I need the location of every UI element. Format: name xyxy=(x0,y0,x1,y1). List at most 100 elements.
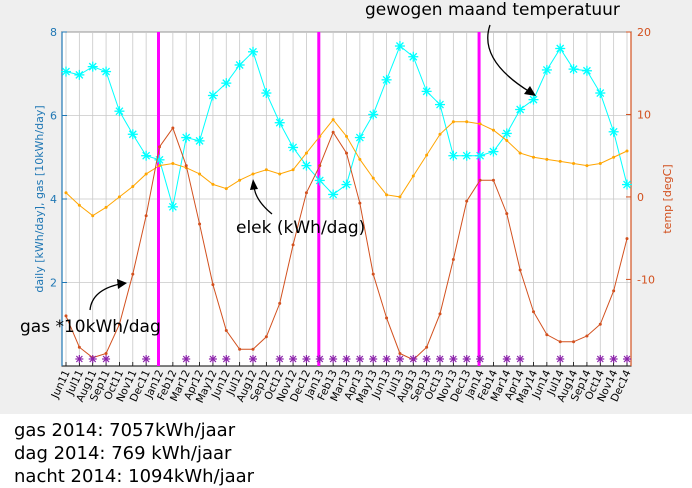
purple-marker-stroke xyxy=(369,355,377,363)
temperature-point xyxy=(488,146,499,157)
temperature-point xyxy=(461,150,472,161)
purple-marker-stroke xyxy=(610,355,618,363)
temperature-point-stroke xyxy=(75,70,84,79)
right-tick-label: 0 xyxy=(637,191,644,204)
elek-point xyxy=(211,182,215,186)
temperature-point xyxy=(328,189,339,200)
elek-point xyxy=(518,151,522,155)
temperature-point xyxy=(274,117,285,128)
purple-marker xyxy=(102,355,111,363)
temperature-point-stroke xyxy=(128,130,137,139)
purple-marker-stroke xyxy=(436,355,444,363)
elek-point xyxy=(465,120,469,124)
elek-point xyxy=(451,120,455,124)
temperature-point xyxy=(221,78,232,89)
left-axis-label: daily [kWh/day], gas [10kWh/day] xyxy=(33,105,46,292)
gas-point xyxy=(518,268,522,272)
elek-point xyxy=(131,184,135,188)
temperature-point xyxy=(448,150,459,161)
gas-point xyxy=(238,347,242,351)
purple-marker-stroke xyxy=(209,355,217,363)
gas-point xyxy=(131,272,135,276)
elek-point xyxy=(104,205,108,209)
elek-point xyxy=(158,164,161,168)
elek-point xyxy=(291,168,295,172)
temperature-point-stroke xyxy=(102,67,111,76)
temperature-point xyxy=(87,61,98,72)
purple-marker-stroke xyxy=(516,355,524,363)
elek-point xyxy=(505,139,509,143)
elek-point xyxy=(238,178,242,182)
purple-marker xyxy=(289,355,298,363)
elek-point xyxy=(598,162,602,166)
temperature-point-stroke xyxy=(596,89,605,97)
temperature-point xyxy=(341,179,352,190)
temperature-point xyxy=(288,142,299,153)
right-axis-label: temp [degC] xyxy=(661,164,674,233)
gas-point xyxy=(211,283,215,287)
gas-point xyxy=(625,237,629,241)
temperature-point-stroke xyxy=(462,151,471,160)
temperature-point xyxy=(141,150,152,161)
elek-point xyxy=(532,155,535,159)
left-tick-label: 6 xyxy=(50,110,57,123)
gas-point xyxy=(425,345,429,349)
temperature-point xyxy=(101,66,112,77)
temperature-point-stroke xyxy=(115,107,124,116)
gas-point xyxy=(491,178,495,182)
gas-arrowhead xyxy=(117,279,127,289)
temperature-point xyxy=(61,66,71,77)
gas-point xyxy=(358,201,362,205)
temperature-point-stroke xyxy=(395,42,404,50)
purple-marker-stroke xyxy=(89,355,97,363)
temperature-point-stroke xyxy=(235,61,244,69)
purple-marker xyxy=(449,355,458,363)
gas-point xyxy=(572,340,576,344)
temperature-point xyxy=(368,109,379,120)
temperature-point xyxy=(207,90,218,101)
gas-point xyxy=(304,191,308,195)
temperature-point-stroke xyxy=(182,133,191,142)
temperature-point-stroke xyxy=(609,127,618,136)
gas-point xyxy=(598,322,602,326)
elek-point xyxy=(251,172,255,176)
purple-marker xyxy=(395,355,404,363)
temperature-point xyxy=(127,129,138,140)
purple-marker-stroke xyxy=(343,355,350,363)
purple-marker xyxy=(409,355,418,363)
purple-marker-stroke xyxy=(289,355,297,363)
temperature-point xyxy=(421,86,432,97)
temperature-point xyxy=(261,88,272,99)
temperature-point xyxy=(608,126,619,137)
temperature-point-stroke xyxy=(168,202,177,211)
temperature-point-stroke xyxy=(409,52,418,61)
elek-arrowhead xyxy=(250,179,258,190)
temperature-point-stroke xyxy=(302,161,311,170)
temperature-point-stroke xyxy=(382,75,391,84)
elek-point xyxy=(438,132,442,136)
gas-point xyxy=(465,199,469,203)
gas-point xyxy=(198,222,202,226)
elek-point xyxy=(198,172,202,176)
temperature-point-stroke xyxy=(502,129,511,138)
temperature-point-stroke xyxy=(422,87,431,96)
temperature-arrowhead xyxy=(524,86,536,96)
purple-marker xyxy=(623,355,631,363)
temperature-point-stroke xyxy=(489,147,498,156)
purple-marker xyxy=(422,355,431,363)
temperature-point-stroke xyxy=(355,133,364,142)
elek-point xyxy=(64,191,68,195)
temperature-point xyxy=(408,51,419,62)
gas-point xyxy=(451,258,455,262)
purple-marker-stroke xyxy=(356,355,364,363)
purple-marker-stroke xyxy=(222,355,230,363)
temperature-point xyxy=(622,179,632,190)
purple-marker-stroke xyxy=(503,355,511,363)
purple-marker xyxy=(302,355,311,363)
left-tick-label: 2 xyxy=(50,277,57,290)
temperature-point-stroke xyxy=(623,180,631,189)
temperature-point-stroke xyxy=(556,44,565,53)
gas-arrow xyxy=(89,283,121,311)
purple-marker-stroke xyxy=(383,355,390,363)
gas-point xyxy=(612,289,616,293)
